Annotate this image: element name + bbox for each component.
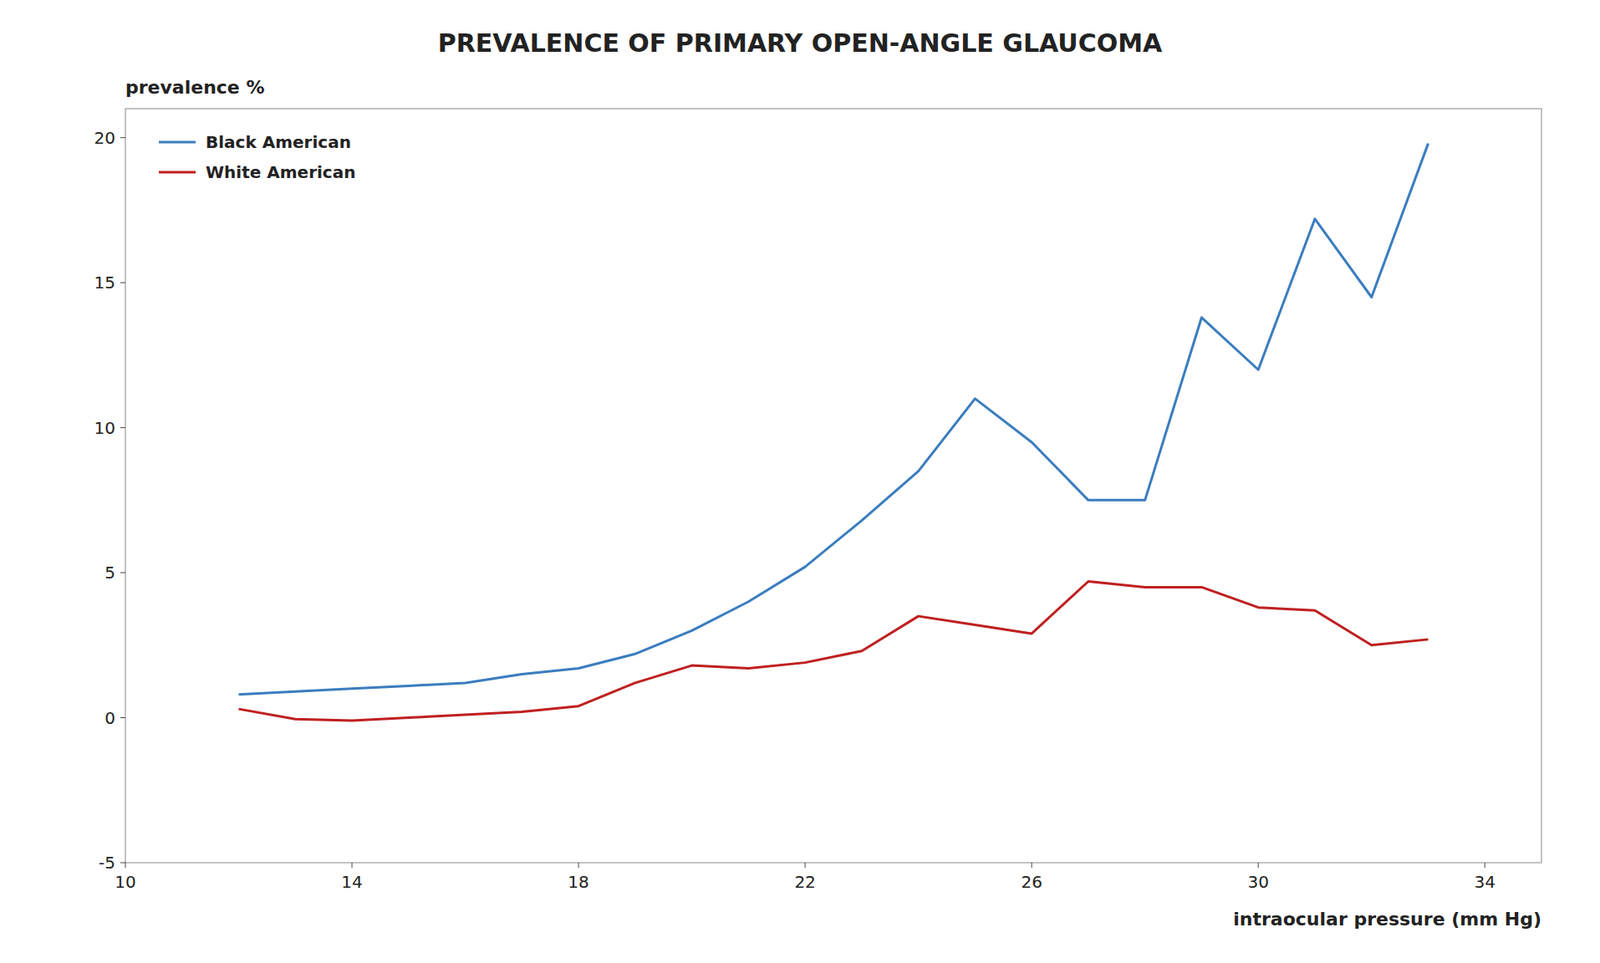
- legend-swatch: [158, 171, 196, 174]
- x-tick: [1484, 862, 1486, 868]
- x-tick: [805, 862, 806, 868]
- y-tick-label: 20: [94, 127, 116, 148]
- x-tick-label: 10: [114, 871, 136, 892]
- y-tick: [120, 137, 126, 138]
- x-tick-label: 30: [1247, 871, 1269, 892]
- y-tick: [120, 572, 126, 574]
- x-tick: [1258, 862, 1259, 868]
- y-tick-label: 10: [94, 417, 116, 439]
- x-tick: [578, 862, 580, 868]
- x-tick-label: 34: [1474, 871, 1496, 892]
- x-tick: [1031, 862, 1033, 868]
- y-tick-label: 15: [94, 272, 116, 293]
- y-tick-label: 5: [104, 562, 116, 583]
- y-tick: [120, 862, 126, 864]
- series-line: [239, 580, 1429, 721]
- x-axis-label: intraocular pressure (mm Hg): [1233, 908, 1542, 930]
- x-tick-label: 26: [1020, 871, 1042, 892]
- series-line: [239, 143, 1429, 695]
- x-tick-label: 22: [794, 871, 816, 892]
- x-tick: [125, 862, 127, 868]
- y-tick: [120, 282, 126, 284]
- legend-swatch: [158, 141, 196, 144]
- chart-container: PREVALENCE OF PRIMARY OPEN-ANGLE GLAUCOM…: [0, 0, 1600, 963]
- plot-frame: [125, 108, 1542, 863]
- legend: Black American White American: [158, 132, 356, 183]
- x-tick: [351, 862, 353, 868]
- plot-marks: [239, 143, 1429, 721]
- y-tick: [120, 717, 126, 719]
- y-tick: [120, 427, 126, 429]
- legend-label: Black American: [205, 132, 352, 153]
- legend-label: White American: [205, 162, 356, 183]
- x-tick-label: 14: [341, 871, 362, 892]
- y-tick-label: -5: [98, 852, 116, 873]
- y-axis-label: prevalence %: [125, 76, 265, 98]
- chart-title: PREVALENCE OF PRIMARY OPEN-ANGLE GLAUCOM…: [438, 28, 1163, 58]
- y-tick-label: 0: [104, 708, 116, 729]
- x-tick-label: 18: [567, 871, 589, 892]
- chart-svg: PREVALENCE OF PRIMARY OPEN-ANGLE GLAUCOM…: [0, 0, 1600, 963]
